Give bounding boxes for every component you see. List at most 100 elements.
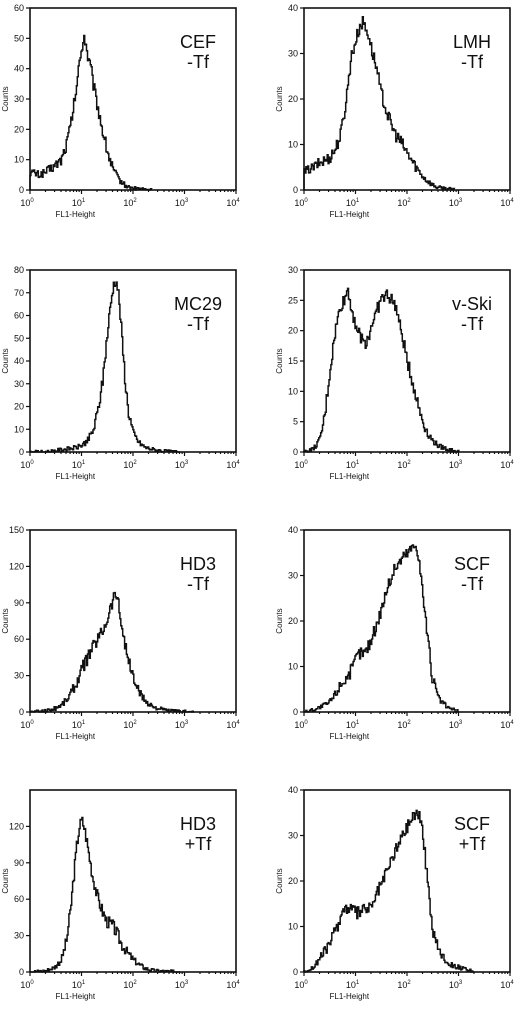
x-tick-label: 101 <box>72 980 86 990</box>
histogram-trace <box>304 544 460 713</box>
treatment-label: -Tf <box>187 52 210 72</box>
y-tick-label: 30 <box>14 379 24 389</box>
y-tick-label: 80 <box>14 265 24 275</box>
y-tick-label: 30 <box>288 265 298 275</box>
y-tick-label: 30 <box>288 571 298 581</box>
x-tick-label: 104 <box>226 460 240 470</box>
x-tick-label: 102 <box>123 720 137 730</box>
histogram-panel: 0 10 20 30 40 50 60 70 80 100 101 102 103 104 FL1-Heig… <box>1 265 240 481</box>
x-tick-label: 101 <box>346 198 360 208</box>
histogram-panel: 0 10 20 30 40 50 60 100 101 102 103 104 FL1-Height Co… <box>1 3 240 219</box>
x-axis-label: FL1-Height <box>56 992 96 1001</box>
y-axis-label: Counts <box>1 868 10 893</box>
y-tick-label: 20 <box>14 402 24 412</box>
y-tick-label: 10 <box>14 424 24 434</box>
y-axis-label: Counts <box>275 868 284 893</box>
x-tick-label: 103 <box>175 720 189 730</box>
y-tick-label: 0 <box>293 447 298 457</box>
x-tick-label: 104 <box>226 198 240 208</box>
x-tick-label: 103 <box>449 460 463 470</box>
x-tick-label: 100 <box>294 720 308 730</box>
y-tick-label: 40 <box>14 64 24 74</box>
y-tick-label: 40 <box>288 785 298 795</box>
x-tick-label: 100 <box>20 460 34 470</box>
treatment-label: -Tf <box>461 314 484 334</box>
histogram-panel: 0 5 10 15 20 25 30 100 101 102 103 104 FL1-Height Cou… <box>275 265 514 481</box>
x-tick-label: 103 <box>449 198 463 208</box>
x-tick-label: 104 <box>500 198 514 208</box>
y-tick-label: 10 <box>14 155 24 165</box>
x-tick-label: 103 <box>449 980 463 990</box>
treatment-label: +Tf <box>185 834 213 854</box>
histogram-panel: 0 30 60 90 120 100 101 102 103 104 FL1-Height Count… <box>1 789 240 1001</box>
y-tick-label: 60 <box>14 311 24 321</box>
y-tick-label: 90 <box>14 598 24 608</box>
sample-label: CEF <box>180 32 216 52</box>
treatment-label: +Tf <box>459 834 487 854</box>
x-tick-label: 103 <box>449 720 463 730</box>
x-tick-label: 100 <box>294 460 308 470</box>
histogram-panel: 0 10 20 30 40 100 101 102 103 104 FL1-Height Counts… <box>275 785 514 1001</box>
x-tick-label: 102 <box>397 460 411 470</box>
x-tick-label: 102 <box>397 980 411 990</box>
sample-label: MC29 <box>174 294 222 314</box>
histogram-trace <box>29 34 153 191</box>
y-axis-label: Counts <box>275 86 284 111</box>
x-axis-label: FL1-Height <box>330 732 370 741</box>
histogram-panel: 0 10 20 30 40 100 101 102 103 104 FL1-Height Counts… <box>275 525 514 741</box>
sample-label: SCF <box>454 814 490 834</box>
y-tick-label: 0 <box>19 707 24 717</box>
x-axis-label: FL1-Height <box>330 210 370 219</box>
y-axis-label: Counts <box>275 348 284 373</box>
sample-label: HD3 <box>180 814 216 834</box>
y-tick-label: 40 <box>14 356 24 366</box>
x-axis-label: FL1-Height <box>330 472 370 481</box>
y-tick-label: 25 <box>288 295 298 305</box>
y-tick-label: 0 <box>19 967 24 977</box>
y-tick-label: 0 <box>293 707 298 717</box>
y-tick-label: 10 <box>288 140 298 150</box>
treatment-label: -Tf <box>187 574 210 594</box>
y-tick-label: 150 <box>9 525 24 535</box>
y-tick-label: 60 <box>14 634 24 644</box>
sample-label: HD3 <box>180 554 216 574</box>
histogram-trace <box>303 287 460 453</box>
y-tick-label: 50 <box>14 33 24 43</box>
histogram-trace <box>29 281 181 453</box>
y-tick-label: 50 <box>14 333 24 343</box>
x-tick-label: 103 <box>175 980 189 990</box>
treatment-label: -Tf <box>461 574 484 594</box>
x-tick-label: 101 <box>72 720 86 730</box>
y-axis-label: Counts <box>275 608 284 633</box>
y-tick-label: 20 <box>14 124 24 134</box>
y-tick-label: 5 <box>293 417 298 427</box>
y-axis-label: Counts <box>1 348 10 373</box>
x-tick-label: 100 <box>20 198 34 208</box>
x-tick-label: 101 <box>72 198 86 208</box>
y-tick-label: 0 <box>19 185 24 195</box>
x-tick-label: 100 <box>20 980 34 990</box>
x-tick-label: 102 <box>123 980 137 990</box>
y-tick-label: 30 <box>14 94 24 104</box>
sample-label: v-Ski <box>452 294 492 314</box>
x-tick-label: 104 <box>500 460 514 470</box>
y-tick-label: 120 <box>9 561 24 571</box>
x-tick-label: 104 <box>226 720 240 730</box>
y-axis-label: Counts <box>1 608 10 633</box>
x-tick-label: 102 <box>397 198 411 208</box>
histogram-trace <box>303 16 456 191</box>
x-tick-label: 103 <box>175 198 189 208</box>
histogram-panel: 0 10 20 30 40 100 101 102 103 104 FL1-Height Counts… <box>275 3 514 219</box>
y-tick-label: 30 <box>288 831 298 841</box>
y-tick-label: 60 <box>14 894 24 904</box>
x-tick-label: 104 <box>500 720 514 730</box>
y-tick-label: 40 <box>288 3 298 13</box>
y-tick-label: 20 <box>288 326 298 336</box>
sample-label: LMH <box>453 32 491 52</box>
x-axis-label: FL1-Height <box>56 732 96 741</box>
x-axis-label: FL1-Height <box>56 472 96 481</box>
y-tick-label: 30 <box>14 671 24 681</box>
histogram-panel: 0 30 60 90 120 150 100 101 102 103 104 FL1-Height Co… <box>1 525 240 741</box>
